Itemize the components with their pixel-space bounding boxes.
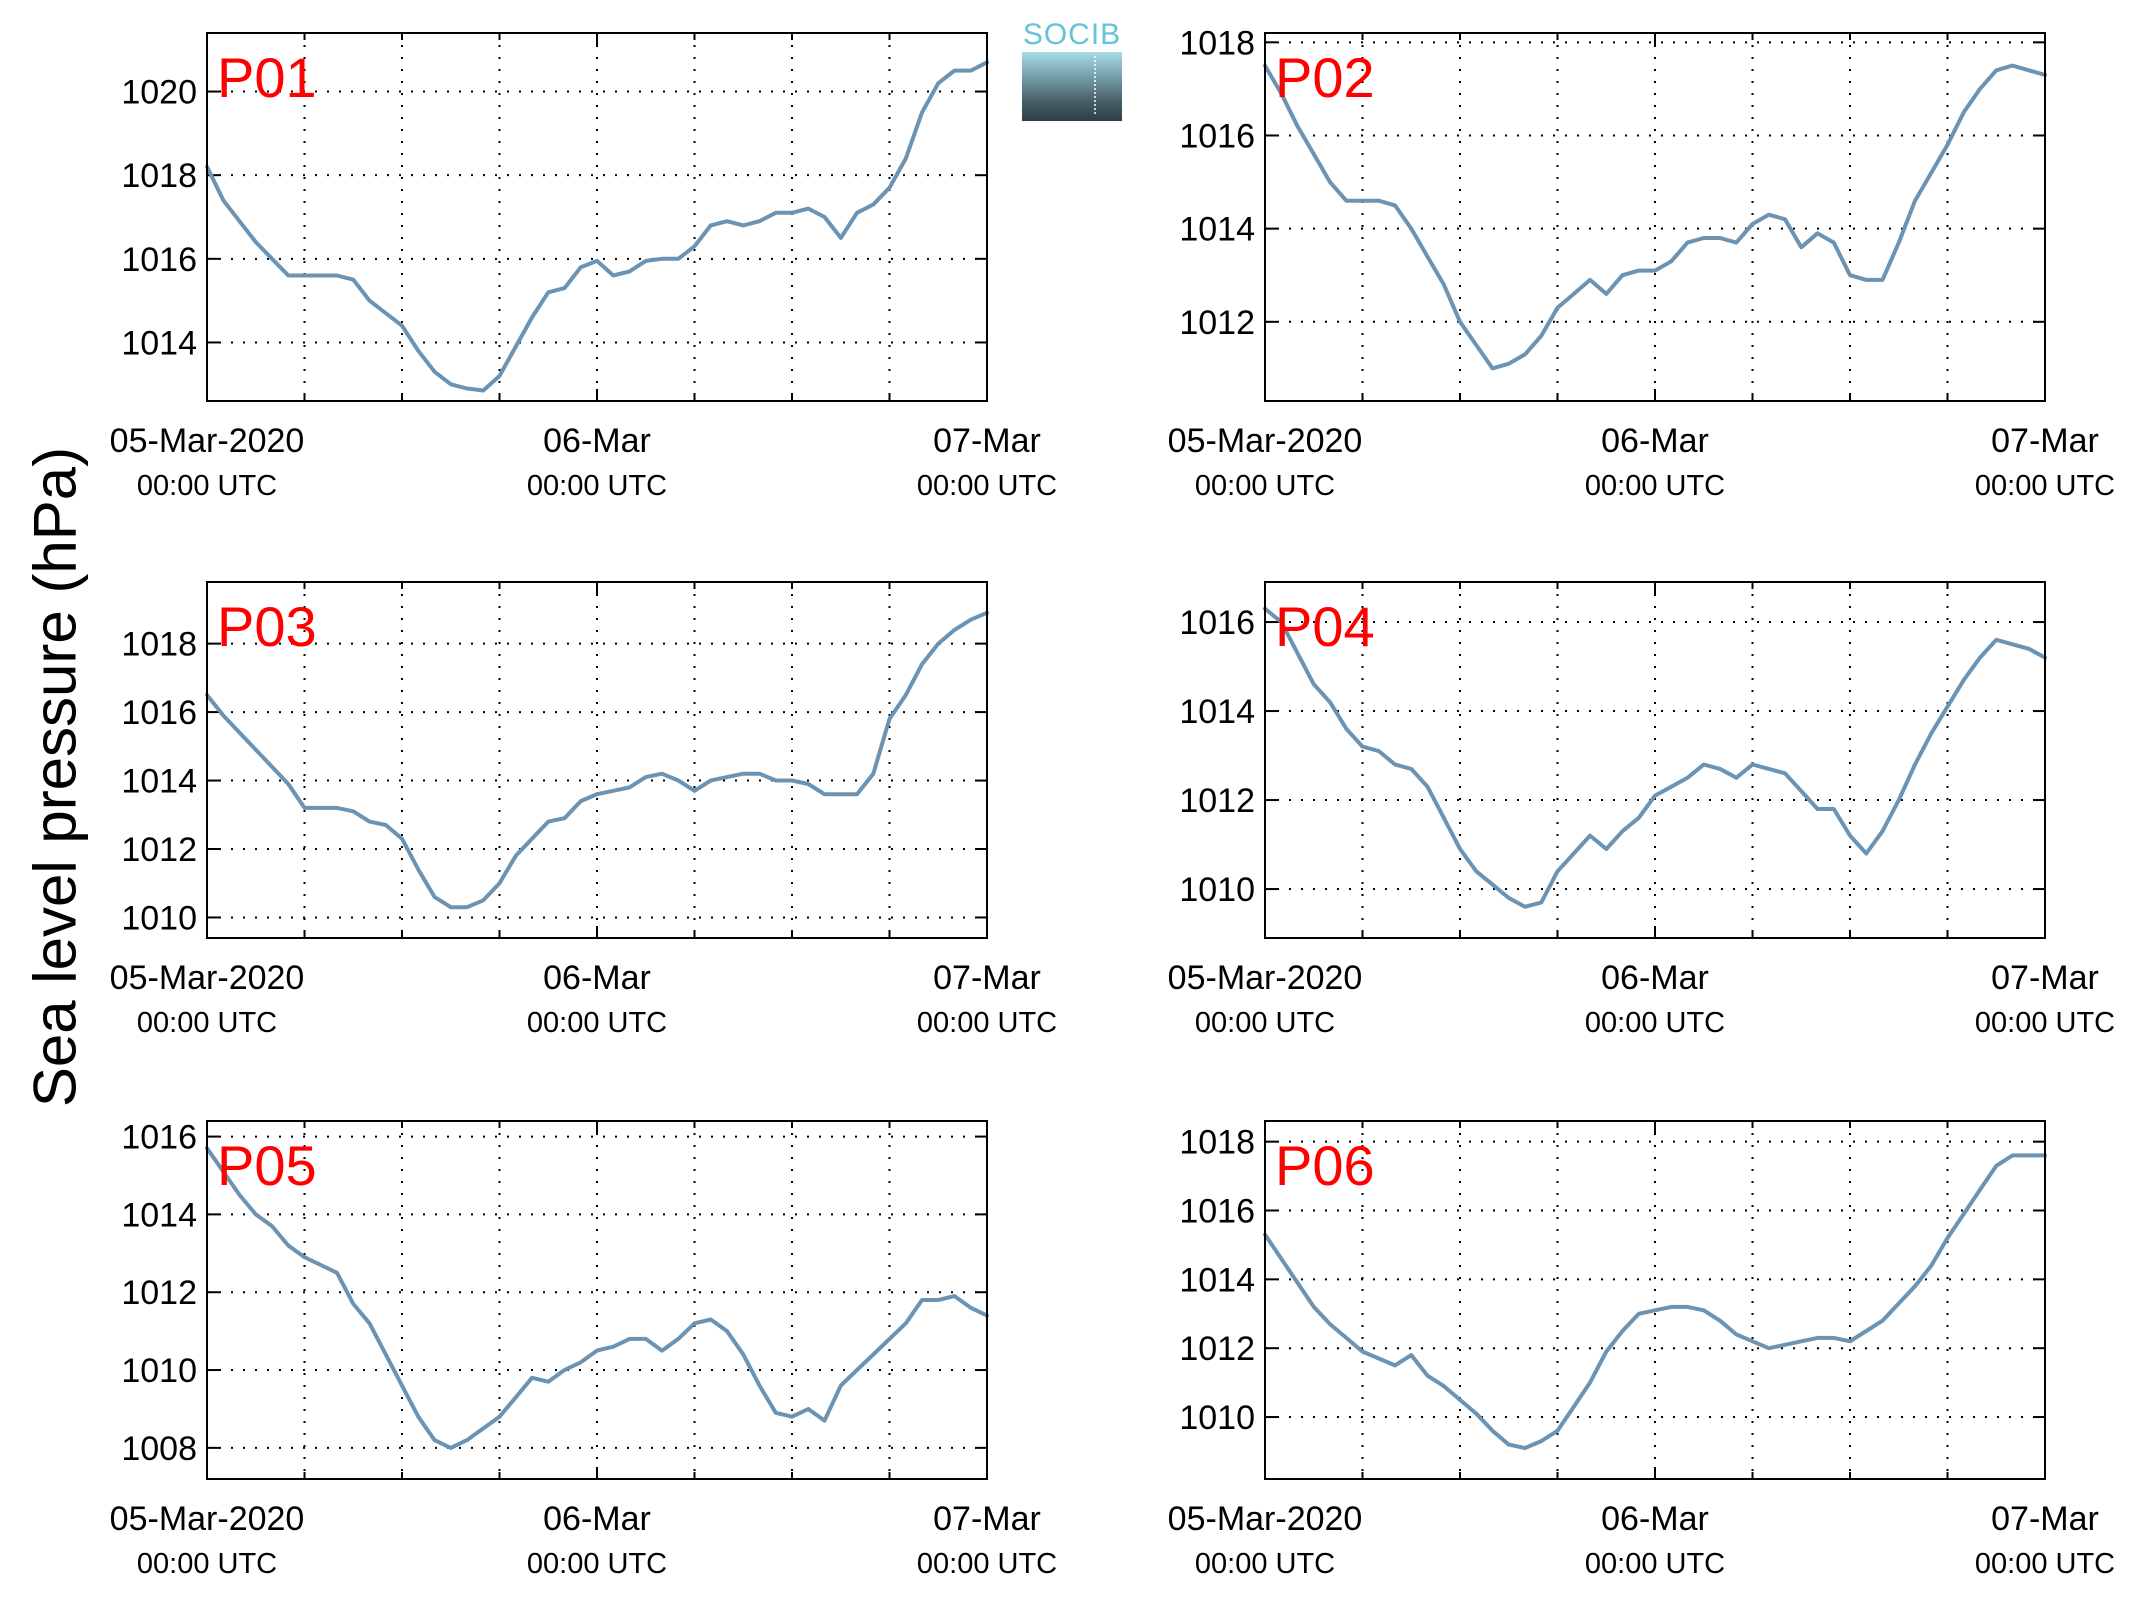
- series-line: [205, 1146, 989, 1450]
- panel-2: 1012 1014 1016 1018 P02 05-Mar-2020 00:00 UTC 0…: [1168, 24, 2115, 502]
- x-tick-sublabel: 00:00 UTC: [1975, 1548, 2115, 1580]
- x-tick-sublabel: 00:00 UTC: [1195, 1548, 1335, 1580]
- x-tick-label: 05-Mar-2020: [110, 422, 305, 460]
- axes-box: [206, 1120, 988, 1480]
- x-tick-sublabel: 00:00 UTC: [137, 1548, 277, 1580]
- logo-graphic: [1022, 52, 1122, 121]
- x-tick-label: 07-Mar: [933, 1500, 1041, 1538]
- x-tick-sublabel: 00:00 UTC: [1585, 470, 1725, 502]
- x-tick-label: 07-Mar: [933, 422, 1041, 460]
- y-tick-label: 1014: [1179, 211, 1255, 249]
- y-tick-label: 1020: [121, 74, 197, 112]
- x-tick-label: 06-Mar: [1601, 422, 1709, 460]
- axes-box: [1264, 1120, 2046, 1480]
- x-tick-label: 07-Mar: [1991, 959, 2099, 997]
- x-tick-sublabel: 00:00 UTC: [1195, 470, 1335, 502]
- x-tick-label: 06-Mar: [543, 959, 651, 997]
- series-line: [1263, 63, 2047, 371]
- y-tick-label: 1012: [121, 1274, 197, 1312]
- y-tick-label: 1016: [1179, 604, 1255, 642]
- y-tick-label: 1012: [1179, 304, 1255, 342]
- y-tick-label: 1018: [121, 626, 197, 664]
- y-tick-label: 1016: [1179, 1193, 1255, 1231]
- logo-text: SOCIB: [1022, 18, 1122, 51]
- axes-box: [206, 32, 988, 402]
- socib-logo: SOCIB: [1022, 18, 1122, 121]
- x-tick-label: 05-Mar-2020: [1168, 959, 1363, 997]
- x-tick-label: 07-Mar: [1991, 422, 2099, 460]
- y-tick-label: 1014: [121, 763, 197, 801]
- y-tick-label: 1016: [121, 1119, 197, 1157]
- y-tick-label: 1016: [121, 241, 197, 279]
- y-tick-label: 1010: [1179, 1399, 1255, 1437]
- x-tick-sublabel: 00:00 UTC: [527, 1007, 667, 1039]
- x-tick-sublabel: 00:00 UTC: [137, 1007, 277, 1039]
- x-tick-sublabel: 00:00 UTC: [1975, 1007, 2115, 1039]
- series-line: [1263, 1153, 2047, 1450]
- panel-4: 1010 1012 1014 1016 P04 05-Mar-2020 00:00 UTC 0…: [1168, 581, 2115, 1039]
- x-tick-label: 06-Mar: [543, 1500, 651, 1538]
- x-tick-label: 05-Mar-2020: [1168, 422, 1363, 460]
- y-tick-label: 1014: [1179, 693, 1255, 731]
- x-tick-sublabel: 00:00 UTC: [1585, 1007, 1725, 1039]
- y-tick-label: 1014: [121, 1196, 197, 1234]
- panel-1: 1014 1016 1018 1020 P01 05-Mar-2020 00:00 UTC 0…: [110, 32, 1057, 502]
- panel-3: 1010 1012 1014 1016 1018 P03 05-Mar-2020 00:00 …: [110, 581, 1057, 1039]
- x-tick-label: 06-Mar: [543, 422, 651, 460]
- y-tick-label: 1018: [121, 157, 197, 195]
- axes-box: [1264, 581, 2046, 939]
- x-tick-sublabel: 00:00 UTC: [1585, 1548, 1725, 1580]
- x-tick-sublabel: 00:00 UTC: [527, 1548, 667, 1580]
- series-line: [205, 610, 989, 910]
- x-tick-sublabel: 00:00 UTC: [917, 470, 1057, 502]
- panel-label: P03: [217, 595, 317, 658]
- x-tick-label: 07-Mar: [933, 959, 1041, 997]
- y-tick-label: 1010: [1179, 871, 1255, 909]
- x-tick-label: 07-Mar: [1991, 1500, 2099, 1538]
- panel-label: P02: [1275, 46, 1375, 109]
- y-tick-label: 1012: [1179, 782, 1255, 820]
- y-tick-label: 1012: [121, 831, 197, 869]
- panel-label: P06: [1275, 1134, 1375, 1197]
- y-tick-label: 1008: [121, 1430, 197, 1468]
- y-tick-label: 1018: [1179, 1124, 1255, 1162]
- y-tick-label: 1010: [121, 899, 197, 937]
- panel-6: 1010 1012 1014 1016 1018 P06 05-Mar-2020 00:00 …: [1168, 1120, 2115, 1580]
- y-tick-label: 1014: [121, 324, 197, 362]
- axes-box: [206, 581, 988, 939]
- x-tick-sublabel: 00:00 UTC: [1975, 470, 2115, 502]
- y-tick-label: 1018: [1179, 24, 1255, 62]
- series-line: [1263, 606, 2047, 909]
- y-tick-label: 1016: [1179, 117, 1255, 155]
- panel-label: P01: [217, 46, 317, 109]
- y-tick-label: 1010: [121, 1352, 197, 1390]
- x-tick-sublabel: 00:00 UTC: [917, 1007, 1057, 1039]
- x-tick-sublabel: 00:00 UTC: [1195, 1007, 1335, 1039]
- y-axis-label: Sea level pressure (hPa): [21, 446, 89, 1108]
- x-tick-sublabel: 00:00 UTC: [137, 470, 277, 502]
- y-tick-label: 1016: [121, 694, 197, 732]
- axes-box: [1264, 32, 2046, 402]
- x-tick-label: 05-Mar-2020: [110, 1500, 305, 1538]
- series-line: [205, 60, 989, 393]
- x-tick-label: 05-Mar-2020: [1168, 1500, 1363, 1538]
- y-tick-label: 1014: [1179, 1261, 1255, 1299]
- panel-label: P05: [217, 1134, 317, 1197]
- x-tick-sublabel: 00:00 UTC: [527, 470, 667, 502]
- x-tick-label: 06-Mar: [1601, 1500, 1709, 1538]
- panel-5: 1008 1010 1012 1014 1016 P05 05-Mar-2020 00:00 …: [110, 1119, 1057, 1580]
- x-tick-label: 05-Mar-2020: [110, 959, 305, 997]
- panel-label: P04: [1275, 595, 1375, 658]
- x-tick-sublabel: 00:00 UTC: [917, 1548, 1057, 1580]
- y-tick-label: 1012: [1179, 1330, 1255, 1368]
- x-tick-label: 06-Mar: [1601, 959, 1709, 997]
